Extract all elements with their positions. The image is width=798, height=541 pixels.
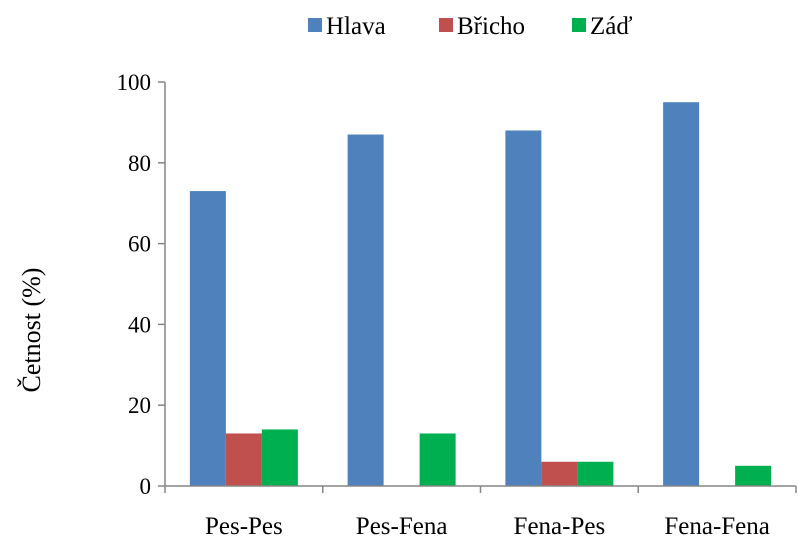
legend: Hlava Břicho Záď [308, 13, 633, 40]
y-axis-ticks: 0 20 40 60 80 100 [117, 70, 797, 499]
bar-záď-pes-fena [419, 433, 456, 486]
y-tick-label: 0 [140, 474, 152, 499]
x-category-label: Pes-Fena [356, 513, 448, 536]
y-axis-title: Četnost (%) [17, 268, 46, 393]
y-tick-label: 60 [128, 232, 151, 257]
bar-břicho-pes-pes [225, 433, 262, 486]
legend-label: Hlava [326, 13, 386, 40]
bar-hlava-fena-fena [663, 102, 700, 486]
y-tick-label: 80 [128, 151, 151, 176]
y-tick-label: 20 [128, 393, 151, 418]
bar-záď-pes-pes [261, 429, 298, 486]
legend-swatch-břicho [439, 18, 453, 32]
bar-hlava-pes-fena [347, 134, 384, 486]
legend-swatch-záď [572, 18, 586, 32]
y-tick-label: 100 [117, 70, 152, 95]
bar-břicho-fena-pes [541, 461, 578, 486]
x-category-label: Pes-Pes [205, 513, 283, 536]
x-category-label: Fena-Fena [664, 513, 770, 536]
bar-hlava-pes-pes [189, 191, 226, 486]
bar-záď-fena-pes [577, 461, 614, 486]
legend-label: Břicho [457, 13, 525, 40]
bar-hlava-fena-pes [505, 130, 542, 487]
legend-swatch-hlava [308, 18, 322, 32]
legend-label: Záď [590, 13, 633, 40]
x-axis-labels: Pes-Pes Pes-Fena Fena-Pes Fena-Fena [205, 513, 770, 540]
bar-záď-fena-fena [735, 465, 772, 486]
y-tick-label: 40 [128, 312, 151, 337]
bars [189, 102, 772, 487]
x-category-label: Fena-Pes [514, 513, 606, 536]
